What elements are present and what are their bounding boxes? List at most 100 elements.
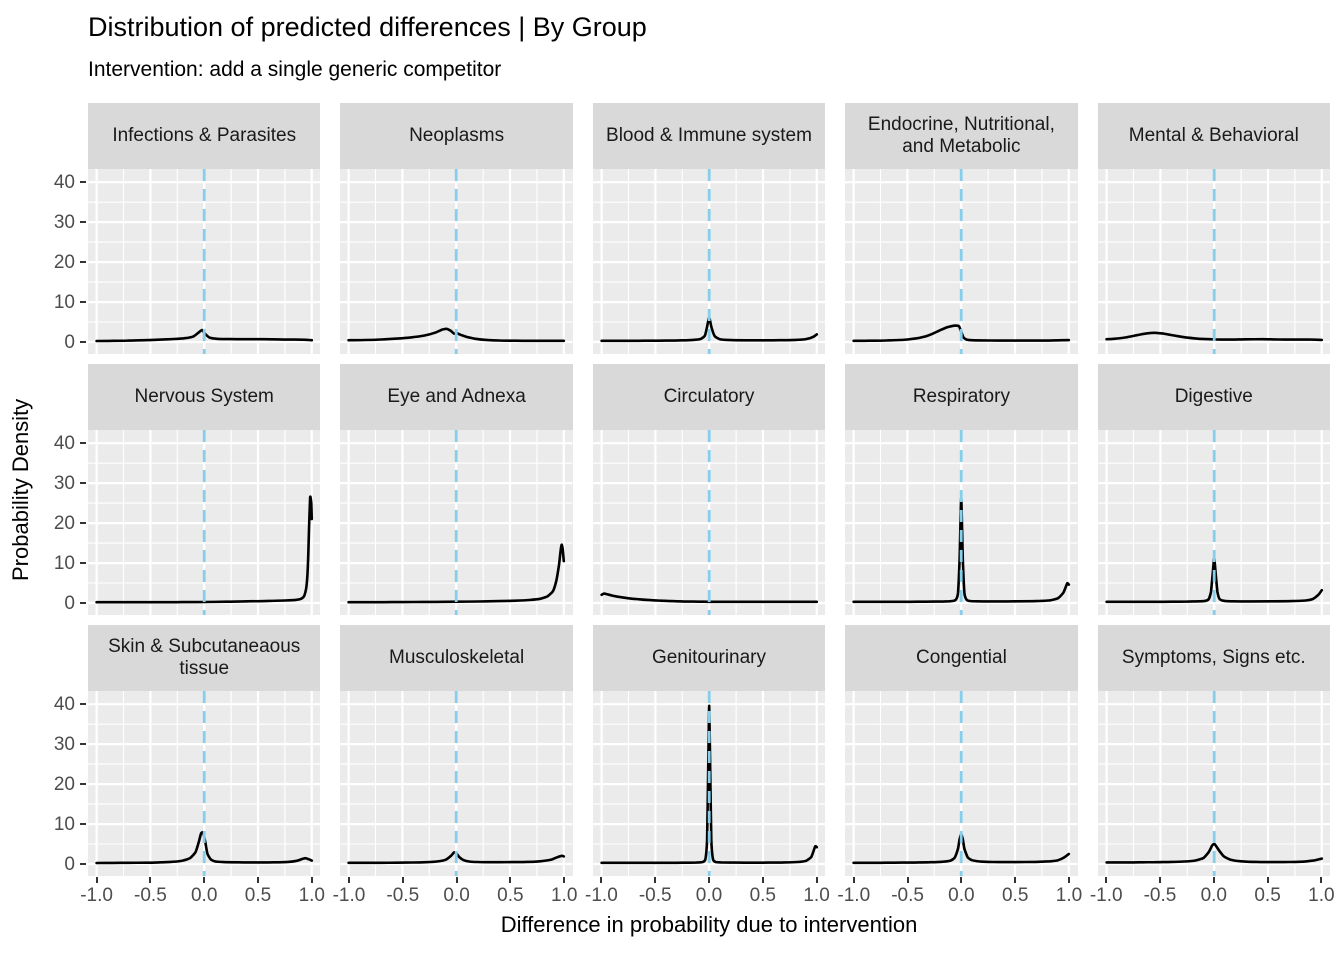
facet-strip: Digestive	[1097, 364, 1330, 430]
facet: Endocrine, Nutritional, and Metabolic	[845, 103, 1078, 354]
facet-panel	[845, 169, 1078, 354]
panel-canvas	[592, 691, 826, 876]
y-axis: 0 10 20 30 40	[18, 169, 88, 354]
y-tick-mark	[80, 181, 86, 184]
facet: Circulatory	[592, 364, 826, 615]
facet-strip-label: Respiratory	[912, 385, 1010, 407]
facet-panel: -1.0 -0.5 0.0 0.5 1.0	[1090, 691, 1335, 906]
y-tick-label: 20	[53, 512, 75, 534]
panel-canvas	[88, 430, 321, 615]
y-tick-mark	[80, 522, 86, 525]
facet-strip: Symptoms, Signs etc.	[1097, 625, 1330, 691]
x-tick-mark	[1158, 877, 1161, 883]
x-tick-label: 0.5	[497, 885, 524, 906]
facet-strip-label: Neoplasms	[409, 124, 505, 146]
y-tick-label: 0	[64, 331, 75, 353]
x-tick-label: -1.0	[1089, 885, 1123, 906]
x-tick-label: -1.0	[332, 885, 366, 906]
chart-title: Distribution of predicted differences | …	[88, 12, 647, 42]
y-tick-label: 20	[53, 773, 75, 795]
density-curve	[95, 830, 314, 865]
density-curve	[600, 316, 818, 343]
facet-strip: Infections & Parasites	[88, 103, 321, 169]
y-tick-mark	[80, 301, 86, 304]
x-tick-label: 0.5	[1254, 885, 1281, 906]
x-tick-label: 1.0	[550, 885, 578, 906]
facet-panel	[592, 430, 826, 615]
facet-strip: Skin & Subcutaneaous tissue	[88, 625, 321, 691]
y-tick-label: 10	[53, 291, 75, 313]
y-tick-mark	[80, 823, 86, 826]
y-tick-label: 10	[53, 552, 75, 574]
facet: Genitourinary -1.0 -0.5 0.0 0.5 1.0	[585, 625, 830, 906]
panel-canvas	[592, 430, 826, 615]
y-tick-mark	[80, 442, 86, 445]
x-tick-label: -0.5	[386, 885, 420, 906]
facet-strip-label: Symptoms, Signs etc.	[1121, 646, 1306, 668]
facet-strip-label: Skin & Subcutaneaous tissue	[108, 635, 301, 679]
facet-panel	[340, 430, 573, 615]
x-axis: -1.0 -0.5 0.0 0.5 1.0	[585, 876, 830, 910]
x-tick-label: 0.5	[749, 885, 776, 906]
x-tick-label: 0.0	[190, 885, 218, 906]
y-tick-label: 40	[53, 171, 75, 193]
panel-canvas	[340, 169, 573, 354]
facet-strip: Blood & Immune system	[592, 103, 826, 169]
panel-canvas	[845, 691, 1078, 876]
y-tick-mark	[80, 703, 86, 706]
facet-panel	[340, 169, 573, 354]
x-tick-label: -1.0	[80, 885, 113, 906]
x-tick-mark	[347, 877, 350, 883]
y-tick-mark	[80, 221, 86, 224]
facet-strip: Respiratory	[845, 364, 1078, 430]
panel-canvas	[845, 430, 1078, 615]
panel-canvas	[340, 430, 573, 615]
y-tick-label: 30	[53, 733, 75, 755]
facet-strip-label: Endocrine, Nutritional, and Metabolic	[867, 113, 1055, 157]
y-tick-label: 30	[53, 211, 75, 233]
facet-strip: Circulatory	[592, 364, 826, 430]
facet-strip: Musculoskeletal	[340, 625, 573, 691]
y-tick-mark	[80, 261, 86, 264]
facet-panel	[1097, 169, 1330, 354]
facet-strip-label: Musculoskeletal	[389, 646, 525, 668]
x-tick-mark	[310, 877, 313, 883]
facet-panel: 0 10 20 30 40	[54, 169, 321, 354]
facet-strip: Nervous System	[88, 364, 321, 430]
x-tick-mark	[1014, 877, 1017, 883]
panel-canvas	[340, 691, 573, 876]
facet-panel: -1.0 -0.5 0.0 0.5 1.0	[837, 691, 1082, 906]
density-curve	[347, 543, 566, 604]
facet-strip-label: Nervous System	[134, 385, 274, 407]
y-tick-label: 40	[53, 432, 75, 454]
panel-canvas	[592, 169, 826, 354]
facet: Neoplasms	[340, 103, 573, 354]
x-tick-label: -0.5	[1143, 885, 1177, 906]
y-tick-label: 10	[53, 813, 75, 835]
facet: Infections & Parasites 0 10 20 30 40	[54, 103, 321, 354]
y-tick-mark	[80, 783, 86, 786]
y-tick-mark	[80, 482, 86, 485]
facet-strip-label: Circulatory	[663, 385, 755, 407]
x-axis: -1.0 -0.5 0.0 0.5 1.0	[1090, 876, 1335, 910]
x-tick-mark	[563, 877, 566, 883]
density-curve	[347, 327, 566, 343]
x-tick-mark	[203, 877, 206, 883]
x-tick-label: -0.5	[134, 885, 167, 906]
x-tick-label: 0.0	[695, 885, 723, 906]
x-tick-mark	[960, 877, 963, 883]
y-axis: 0 10 20 30 40	[18, 430, 88, 615]
plot-region: Probability Density Infections & Parasit…	[0, 103, 1344, 938]
y-tick-mark	[80, 341, 86, 343]
facet-panel: -1.0 -0.5 0.0 0.5 1.0	[333, 691, 577, 906]
facet-panel: -1.0 -0.5 0.0 0.5 1.0	[585, 691, 830, 906]
x-tick-label: -0.5	[891, 885, 924, 906]
facet: Mental & Behavioral	[1097, 103, 1330, 354]
y-tick-label: 0	[64, 853, 75, 875]
density-curve	[852, 832, 1071, 865]
facet-strip-label: Genitourinary	[651, 646, 767, 668]
facet: Congential -1.0 -0.5 0.0 0.5 1.0	[837, 625, 1082, 906]
x-tick-mark	[1067, 877, 1070, 883]
facet: Nervous System 0 10 20 30 40	[54, 364, 321, 615]
panel-canvas	[1097, 430, 1330, 615]
